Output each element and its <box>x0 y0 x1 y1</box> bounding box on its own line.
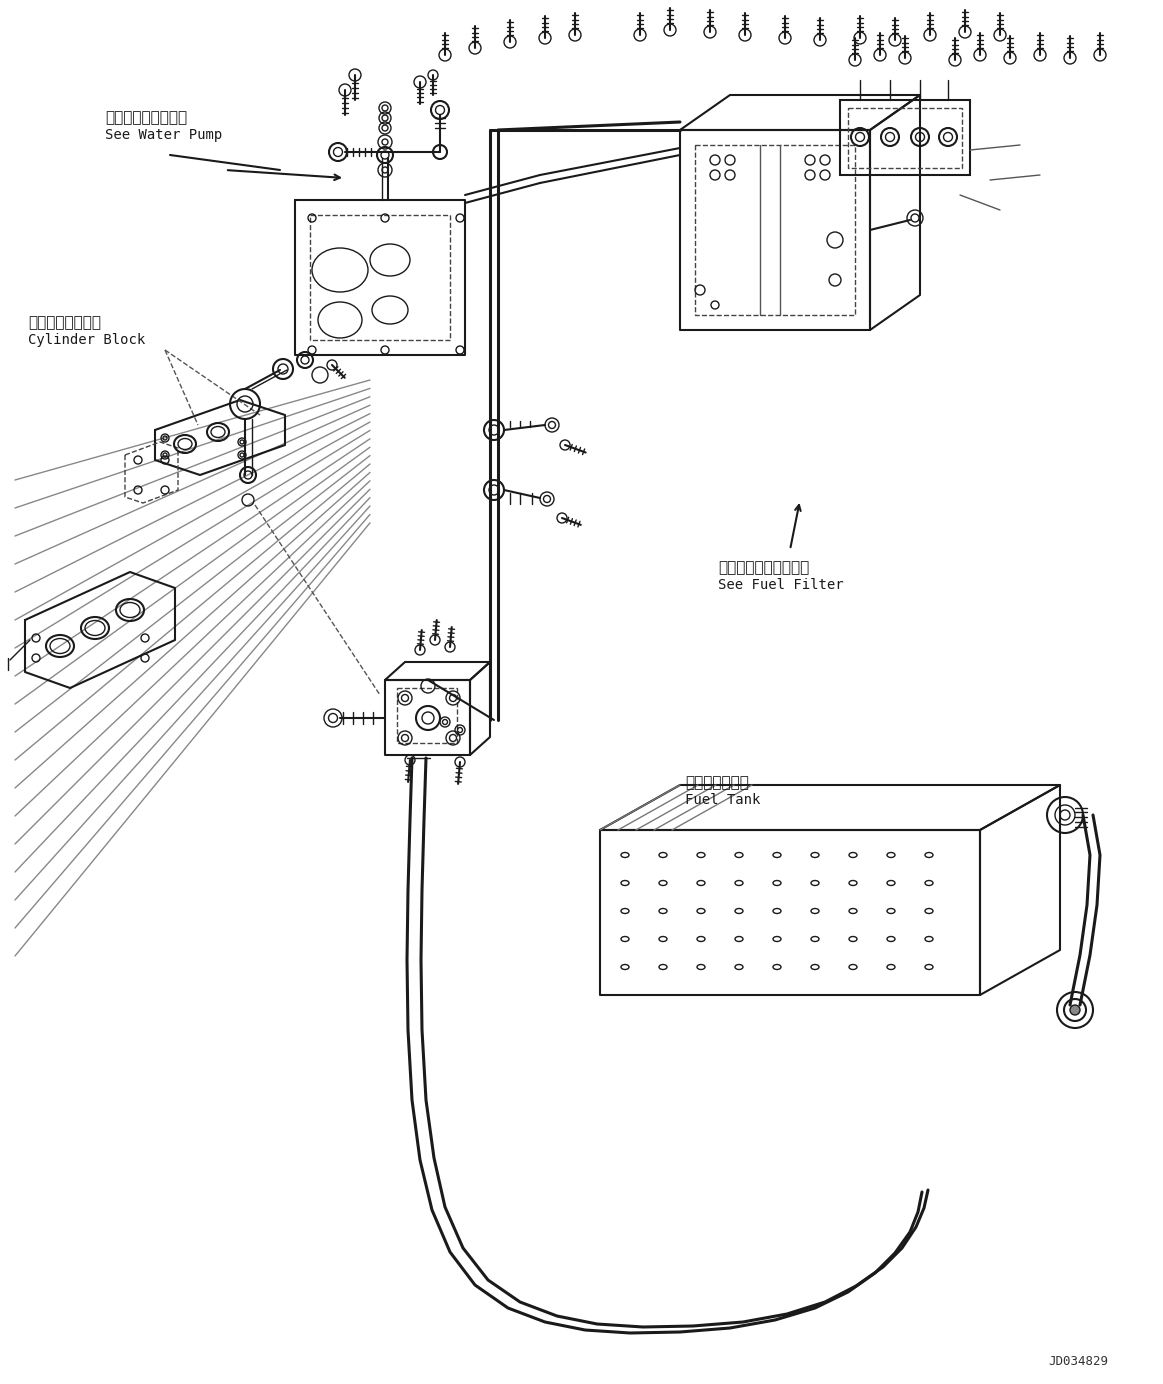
Text: Fuel Tank: Fuel Tank <box>685 793 761 807</box>
Bar <box>840 100 970 174</box>
Bar <box>695 145 855 316</box>
Circle shape <box>1070 1005 1080 1014</box>
Text: Cylinder Block: Cylinder Block <box>28 334 145 347</box>
Text: See Water Pump: See Water Pump <box>105 127 222 143</box>
Text: See Fuel Filter: See Fuel Filter <box>718 579 843 592</box>
Text: JD034829: JD034829 <box>1048 1355 1108 1367</box>
Text: フェエルフィルタ参照: フェエルフィルタ参照 <box>718 561 809 574</box>
Bar <box>311 215 450 340</box>
Text: ウォータポンプ参照: ウォータポンプ参照 <box>105 109 187 125</box>
Bar <box>397 688 457 743</box>
Bar <box>848 108 962 167</box>
Text: フェエルタンク: フェエルタンク <box>685 775 749 790</box>
Text: シリンダブロック: シリンダブロック <box>28 316 101 329</box>
